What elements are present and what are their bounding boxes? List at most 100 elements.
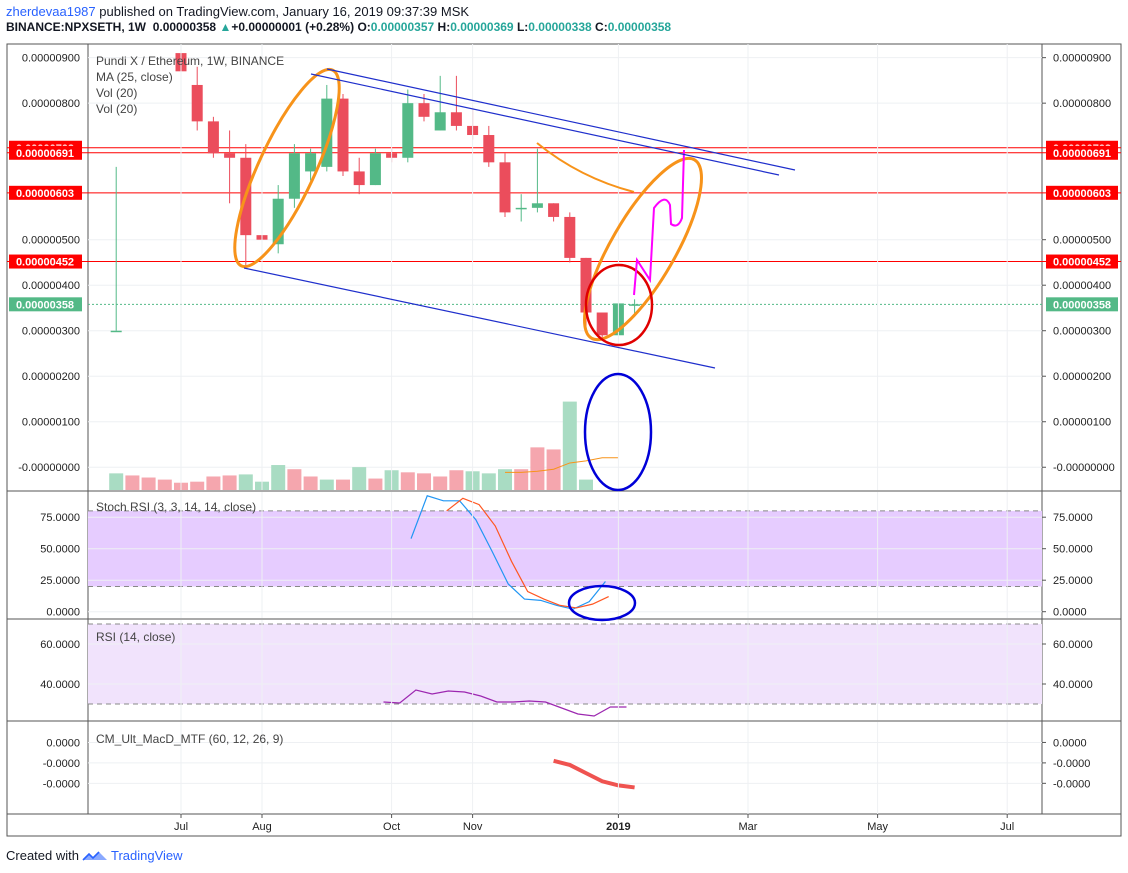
candle[interactable] <box>629 299 641 314</box>
volume-bar <box>352 467 367 490</box>
orange-ellipse-left <box>233 67 341 269</box>
high-value: 0.00000369 <box>450 20 514 34</box>
candle[interactable] <box>499 153 511 217</box>
price-tick-left: -0.00000000 <box>18 462 80 474</box>
candle-body <box>402 103 414 158</box>
candle[interactable] <box>272 185 284 254</box>
candle[interactable] <box>207 116 219 158</box>
last-price-tag-right <box>1046 297 1118 312</box>
price-pane[interactable]: 0.00000900 0.00000900 0.00000800 0.00000800… <box>7 44 1121 490</box>
orange-curve <box>536 142 635 193</box>
candle[interactable] <box>531 148 543 213</box>
price-tick-right: -0.00000000 <box>1053 462 1115 474</box>
macd-tick-left: 0.0000 <box>46 737 80 749</box>
price-line-tag-left-text: 0.00000603 <box>16 188 74 200</box>
candle-body <box>418 103 430 117</box>
macd-pane[interactable]: 0.0000 0.0000 -0.0000 -0.0000 -0.0000 -0.0000 <box>43 737 1091 790</box>
ohlc-header: BINANCE:NPXSETH, 1W 0.00000358 ▲+0.00000… <box>6 20 671 34</box>
candle[interactable] <box>369 148 381 186</box>
trendline-upper-1 <box>326 68 796 171</box>
candle-body <box>272 198 284 245</box>
price-legend-line: Pundi X / Ethereum, 1W, BINANCE <box>96 54 284 68</box>
created-with-text: Created with <box>6 848 79 863</box>
candle-body <box>434 112 446 131</box>
candle[interactable] <box>321 84 333 172</box>
stoch-rsi-pane[interactable]: 75.0000 75.0000 50.0000 50.0000 25.0000 25.00… <box>40 495 1093 619</box>
stoch-tick-left: 50.0000 <box>40 544 80 556</box>
candle[interactable] <box>564 212 576 263</box>
price-line-tag-right-text: 0.00000691 <box>1053 148 1111 160</box>
time-tick-label: May <box>867 821 888 833</box>
stoch-tick-left: 75.0000 <box>40 512 80 524</box>
last-price-tag-right-text: 0.00000358 <box>1053 299 1111 311</box>
candle-body <box>499 162 511 213</box>
volume-bar <box>546 449 561 490</box>
candle[interactable] <box>548 203 560 222</box>
candle-body <box>110 330 122 333</box>
price-line-tag-right-text: 0.00000452 <box>1053 257 1111 269</box>
rsi-pane[interactable]: 60.0000 60.0000 40.0000 40.0000 <box>40 623 1093 717</box>
volume-bar <box>417 473 431 490</box>
low-label: L: <box>516 20 529 34</box>
candle[interactable] <box>434 75 446 131</box>
candle[interactable] <box>191 66 203 131</box>
candle[interactable] <box>110 166 122 333</box>
volume-bar <box>514 469 529 490</box>
volume-bar <box>303 476 318 490</box>
close-label: C: <box>595 20 608 34</box>
candle-body <box>288 153 300 199</box>
time-tick-label: Mar <box>739 821 758 833</box>
candle-body <box>321 98 333 167</box>
volume-bar <box>141 477 156 490</box>
high-label: H: <box>437 20 451 34</box>
candle[interactable] <box>353 157 365 195</box>
change-value: +0.00000001 (+0.28%) <box>231 20 355 34</box>
blue-ellipse-stoch <box>567 584 637 622</box>
author-link[interactable]: zherdevaa1987 <box>6 4 96 19</box>
open-label: O: <box>357 20 371 34</box>
price-line-tag-left-text: 0.00000452 <box>16 257 74 269</box>
price-tick-left: 0.00000900 <box>22 53 80 65</box>
red-ellipse <box>584 263 654 347</box>
volume-bar <box>481 473 496 490</box>
price-tick-left: 0.00000500 <box>22 235 80 247</box>
candle[interactable] <box>337 94 349 176</box>
rsi-tick-left: 40.0000 <box>40 679 80 691</box>
price-legend-line: Vol (20) <box>96 86 137 100</box>
candle[interactable] <box>402 89 414 163</box>
price-line-tag-right <box>1046 145 1118 160</box>
volume-ma-line <box>505 457 619 473</box>
chart-outer-frame <box>6 43 1122 837</box>
time-axis[interactable]: Jul Aug Oct Nov 2019 Mar May Jul <box>174 44 1014 833</box>
candle[interactable] <box>483 125 495 167</box>
price-tick-left: 0.00000800 <box>22 98 80 110</box>
price-line-tag-right-text: 0.00000603 <box>1053 188 1111 200</box>
price-line-tag-right <box>1046 254 1118 269</box>
stoch-legend: Stoch RSI (3, 3, 14, 14, close) <box>96 500 256 514</box>
candle[interactable] <box>224 130 236 204</box>
candle-body <box>191 84 203 122</box>
price-legend-line: MA (25, close) <box>96 70 173 84</box>
volume-bar <box>125 475 140 490</box>
price-tick-left: 0.00000100 <box>22 417 80 429</box>
volume-bar <box>222 475 237 490</box>
stoch-tick-left: 0.0000 <box>46 607 80 619</box>
macd-tick-left: -0.0000 <box>43 778 80 790</box>
candle[interactable] <box>450 75 462 131</box>
price-legend-line: Vol (20) <box>96 102 137 116</box>
time-tick-label: Aug <box>252 821 272 833</box>
last-price-tag-left-text: 0.00000358 <box>16 299 74 311</box>
volume-bar <box>190 481 205 490</box>
stoch-tick-right: 75.0000 <box>1053 512 1093 524</box>
macd-tick-left: -0.0000 <box>43 758 80 770</box>
candle[interactable] <box>515 194 527 222</box>
last-price-tag-left <box>9 297 82 312</box>
orange-ellipse-right <box>583 156 703 342</box>
price-tick-right: 0.00000300 <box>1053 326 1111 338</box>
candle[interactable] <box>288 144 300 208</box>
price-line-tag-left <box>9 254 82 269</box>
candle[interactable] <box>596 312 608 340</box>
tradingview-link[interactable]: TradingView <box>110 848 183 863</box>
candle[interactable] <box>305 148 317 181</box>
